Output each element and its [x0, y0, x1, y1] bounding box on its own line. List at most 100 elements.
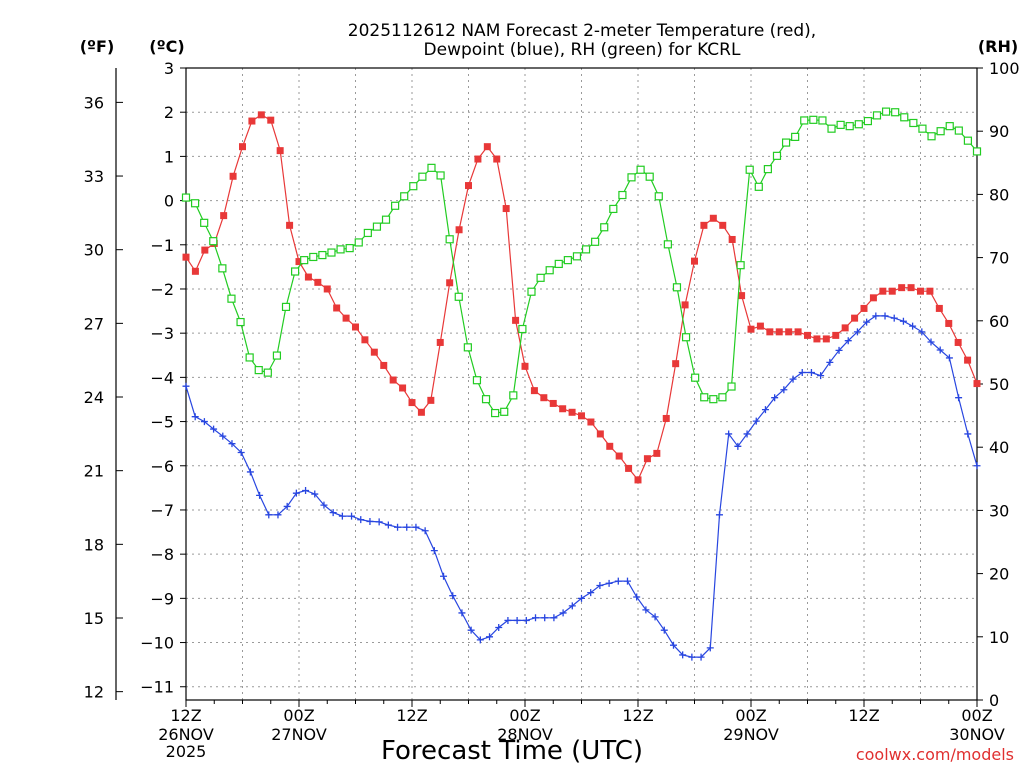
rh-point: [481, 395, 491, 404]
rh-point: [581, 245, 591, 254]
celsius-tick-label: −2: [150, 280, 174, 299]
temperature-point: [596, 430, 604, 438]
rh-point: [709, 395, 718, 404]
dewpoint-point: [587, 589, 595, 597]
temperature-point: [738, 292, 746, 300]
rh-point: [609, 204, 618, 214]
rh-tick-label: 60: [989, 312, 1009, 331]
temperature-point: [408, 399, 416, 407]
dewpoint-point: [412, 523, 420, 531]
dewpoint-point: [486, 633, 494, 641]
rh-point: [336, 245, 345, 254]
dewpoint-point: [320, 501, 328, 509]
temperature-point: [323, 285, 331, 293]
temperature-point: [804, 331, 811, 339]
rh-point: [291, 267, 300, 276]
dewpoint-point: [467, 626, 475, 634]
rh-point: [672, 283, 682, 292]
rh-point: [845, 122, 854, 131]
rh-point: [281, 302, 291, 311]
temperature-point: [879, 287, 887, 295]
temperature-point: [672, 360, 680, 368]
dewpoint-point: [780, 386, 788, 394]
grid: [186, 68, 977, 700]
temperature-point: [436, 338, 444, 346]
dewpoint-point: [596, 582, 604, 590]
dewpoint-point: [191, 413, 199, 421]
dewpoint-point: [348, 512, 356, 520]
rh-point: [791, 132, 800, 141]
rh-point: [563, 256, 572, 265]
temperature-point: [860, 304, 868, 312]
rh-point: [236, 317, 245, 327]
dewpoint-point: [219, 432, 227, 440]
dewpoint-point: [338, 512, 346, 520]
x-tick-label-bot: 2025: [166, 742, 207, 761]
rh-point: [318, 250, 327, 260]
temperature-point: [389, 376, 397, 384]
dewpoint-point: [936, 346, 944, 354]
dewpoint-point: [669, 641, 677, 649]
rh-point: [309, 252, 318, 262]
temperature-point: [606, 442, 614, 450]
rh-point: [245, 353, 254, 362]
dewpoint-point: [927, 338, 935, 346]
temperature-point: [521, 362, 529, 370]
temperature-point: [540, 394, 548, 402]
rh-point: [945, 122, 954, 131]
temperature-point: [766, 328, 774, 336]
dewpoint-point: [384, 521, 392, 529]
rh-point: [681, 333, 691, 342]
rh-point: [972, 147, 982, 156]
celsius-tick-label: −5: [150, 413, 174, 432]
rh-point: [800, 116, 809, 125]
rh-tick-label: 0: [989, 691, 999, 710]
dewpoint-point: [237, 449, 245, 457]
rh-point: [763, 165, 772, 174]
axes: 3210−1−2−3−4−5−6−7−8−9−10−11363330272421…: [84, 59, 1020, 761]
rh-point: [736, 261, 745, 270]
dewpoint-point: [623, 577, 631, 585]
rh-point: [809, 115, 818, 124]
dewpoint-point: [495, 624, 503, 632]
plot-frame: [185, 67, 978, 701]
credit-text: coolwx.com/models: [856, 745, 1014, 764]
rh-point: [881, 107, 891, 116]
temperature-point: [907, 284, 915, 292]
dewpoint-point: [789, 375, 797, 383]
temperature-point: [342, 314, 350, 322]
rh-point: [636, 165, 645, 174]
temperature-point: [917, 287, 924, 295]
dewpoint-point: [660, 626, 668, 634]
temperature-point: [700, 221, 708, 229]
x-tick-label-top: 12Z: [170, 706, 201, 725]
rh-tick-label: 90: [989, 122, 1009, 141]
dewpoint-point: [394, 523, 402, 531]
dewpoint-point: [725, 430, 733, 438]
rh-tick-label: 10: [989, 628, 1009, 647]
rh-point: [227, 294, 236, 303]
temperature-point: [399, 384, 407, 392]
dewpoint-point: [329, 509, 337, 517]
dewpoint-point: [440, 572, 448, 580]
dewpoint-point: [826, 358, 834, 366]
rh-point: [345, 244, 354, 253]
dewpoint-point: [651, 613, 659, 621]
rh-point: [181, 193, 191, 202]
temperature-point: [954, 338, 962, 346]
dewpoint-point: [798, 369, 806, 377]
x-tick-label-mid: 26NOV: [158, 725, 214, 744]
x-tick-label-top: 00Z: [735, 706, 766, 725]
dewpoint-point: [568, 602, 576, 610]
dewpoint-point: [706, 644, 714, 652]
dewpoint-point: [771, 394, 779, 402]
rh-tick-label: 80: [989, 185, 1009, 204]
rh-point: [781, 138, 791, 147]
temperature-point: [709, 214, 717, 222]
celsius-tick-label: 1: [164, 147, 174, 166]
rh-point: [509, 391, 518, 400]
celsius-tick-label: −11: [140, 678, 174, 697]
dewpoint-point: [945, 354, 953, 362]
unit-celsius: (ºC): [149, 37, 184, 56]
